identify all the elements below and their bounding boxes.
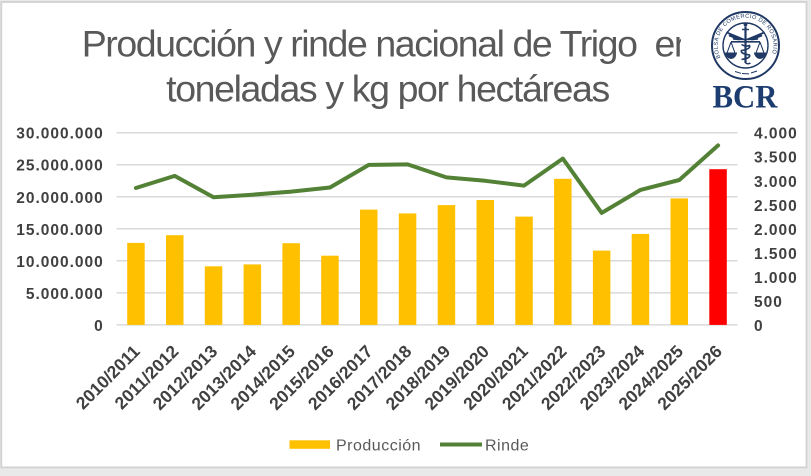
svg-text:Rinde: Rinde <box>485 438 529 455</box>
svg-text:Producción y rinde nacional de: Producción y rinde nacional de Trigo en <box>82 23 694 65</box>
svg-text:30.000.000: 30.000.000 <box>16 126 104 143</box>
svg-text:1.000: 1.000 <box>754 270 798 287</box>
svg-text:15.000.000: 15.000.000 <box>16 222 104 239</box>
svg-text:Producción: Producción <box>336 438 421 455</box>
svg-text:toneladas y kg por hectáreas: toneladas y kg por hectáreas <box>166 68 609 110</box>
svg-text:4.000: 4.000 <box>754 126 798 143</box>
svg-text:10.000.000: 10.000.000 <box>16 254 104 271</box>
svg-text:2.500: 2.500 <box>754 198 798 215</box>
svg-text:0: 0 <box>94 318 104 335</box>
svg-text:1.500: 1.500 <box>754 246 798 263</box>
svg-text:0: 0 <box>754 318 764 335</box>
svg-text:25.000.000: 25.000.000 <box>16 158 104 175</box>
svg-text:3.500: 3.500 <box>754 150 798 167</box>
svg-text:3.000: 3.000 <box>754 174 798 191</box>
svg-text:20.000.000: 20.000.000 <box>16 190 104 207</box>
svg-text:BCR: BCR <box>713 80 779 116</box>
svg-text:5.000.000: 5.000.000 <box>26 286 104 303</box>
svg-text:500: 500 <box>754 294 783 311</box>
svg-text:2.000: 2.000 <box>754 222 798 239</box>
